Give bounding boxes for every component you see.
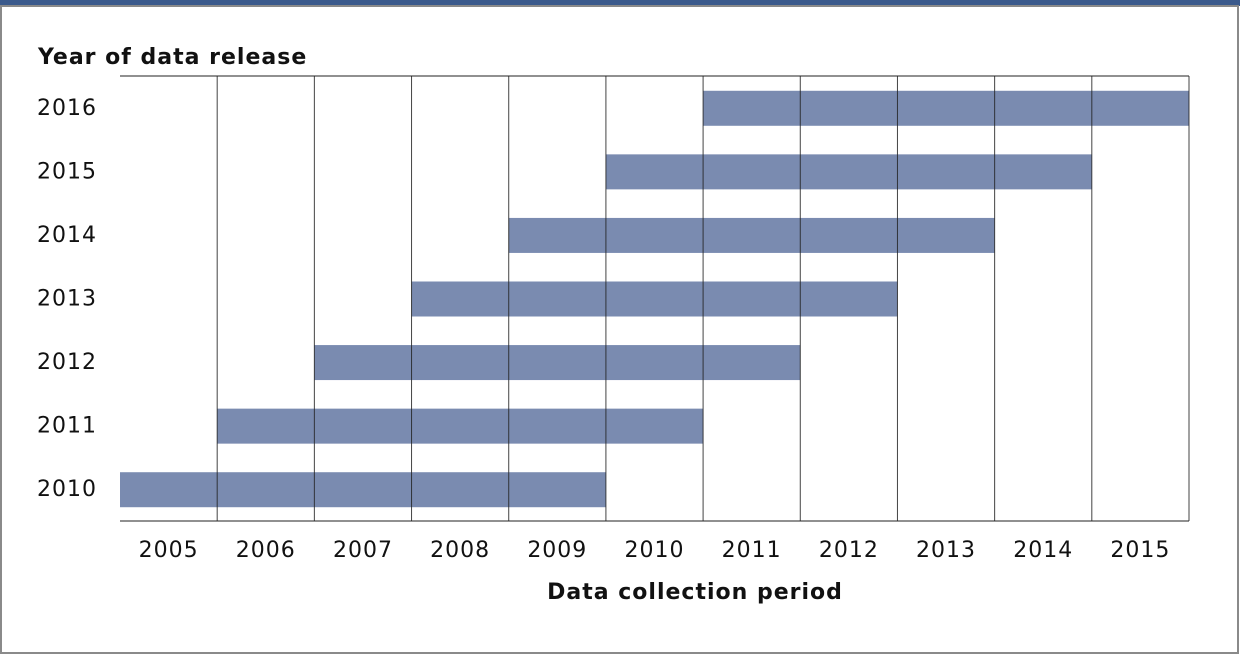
bar [508, 217, 995, 253]
x-tick-label: 2007 [333, 538, 393, 563]
bar [217, 408, 704, 444]
bar [120, 472, 606, 508]
top-bar [0, 0, 1240, 6]
bar [411, 281, 898, 317]
y-tick-label: 2010 [37, 477, 97, 502]
y-tick-label: 2013 [37, 287, 97, 312]
y-tick-label: 2014 [37, 223, 97, 248]
x-axis-title: Data collection period [547, 580, 843, 605]
x-tick-label: 2009 [527, 538, 587, 563]
y-axis-title: Year of data release [37, 45, 307, 70]
y-tick-label: 2015 [37, 159, 97, 184]
bar [703, 90, 1189, 126]
x-tick-label: 2010 [625, 538, 685, 563]
x-tick-label: 2008 [430, 538, 490, 563]
x-tick-label: 2012 [819, 538, 879, 563]
x-tick-label: 2005 [139, 538, 199, 563]
bar [314, 345, 801, 381]
frame-border [0, 5, 1239, 654]
x-tick-label: 2011 [722, 538, 782, 563]
x-tick-label: 2006 [236, 538, 296, 563]
y-tick-label: 2011 [37, 414, 97, 439]
bar [605, 154, 1092, 190]
x-tick-label: 2013 [916, 538, 976, 563]
x-tick-label: 2014 [1013, 538, 1073, 563]
x-tick-label: 2015 [1110, 538, 1170, 563]
y-tick-label: 2012 [37, 350, 97, 375]
y-tick-label: 2016 [37, 96, 97, 121]
